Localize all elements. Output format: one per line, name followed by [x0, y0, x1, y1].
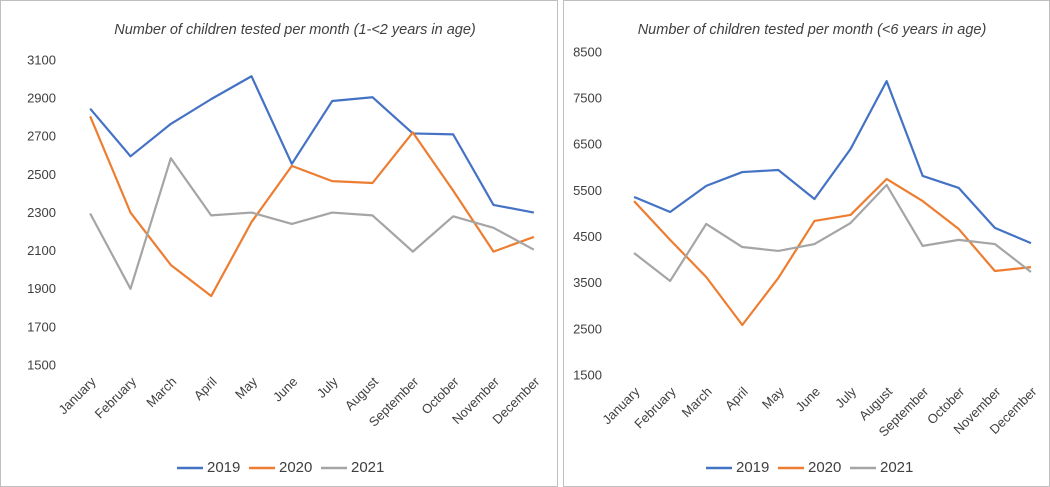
y-tick-label: 1700 [27, 319, 56, 334]
legend-label: 2020 [808, 459, 841, 476]
y-tick-label: 3100 [27, 52, 56, 67]
y-tick-label: 2500 [27, 167, 56, 182]
legend-label: 2021 [351, 459, 384, 476]
legend-label: 2021 [880, 459, 913, 476]
series-line [633, 177, 1032, 327]
x-tick-label: August [342, 374, 381, 413]
legend-label: 2020 [279, 459, 312, 476]
series-line [633, 183, 1032, 283]
y-tick-label: 5500 [573, 183, 602, 198]
x-tick-label: March [679, 384, 715, 420]
y-tick-label: 4500 [573, 229, 602, 244]
y-tick-label: 2700 [27, 129, 56, 144]
legend-label: 2019 [736, 459, 769, 476]
x-tick-label: April [191, 374, 220, 403]
y-tick-label: 2900 [27, 91, 56, 106]
x-tick-label: May [759, 384, 787, 412]
y-tick-label: 6500 [573, 137, 602, 152]
y-tick-label: 2300 [27, 205, 56, 220]
y-tick-label: 8500 [573, 44, 602, 59]
x-tick-label: June [792, 384, 823, 415]
y-tick-label: 1500 [27, 357, 56, 372]
series-line [89, 115, 535, 298]
x-tick-label: February [92, 374, 140, 422]
legend-label: 2019 [207, 459, 240, 476]
x-tick-label: May [232, 374, 260, 402]
chart-title: Number of children tested per month (1-<… [114, 22, 475, 38]
x-tick-label: April [722, 384, 751, 413]
y-tick-label: 1500 [573, 367, 602, 382]
x-tick-label: July [314, 374, 341, 401]
x-tick-label: July [832, 384, 859, 411]
series-line [89, 75, 535, 214]
x-tick-label: March [143, 374, 179, 410]
panel-border [0, 0, 558, 487]
y-tick-label: 1900 [27, 281, 56, 296]
chart-title: Number of children tested per month (<6 … [638, 22, 987, 38]
y-tick-label: 2500 [573, 321, 602, 336]
series-line [633, 80, 1032, 245]
y-tick-label: 3500 [573, 275, 602, 290]
series-line [89, 157, 535, 290]
y-tick-label: 2100 [27, 243, 56, 258]
y-tick-label: 7500 [573, 91, 602, 106]
x-tick-label: June [270, 374, 301, 405]
